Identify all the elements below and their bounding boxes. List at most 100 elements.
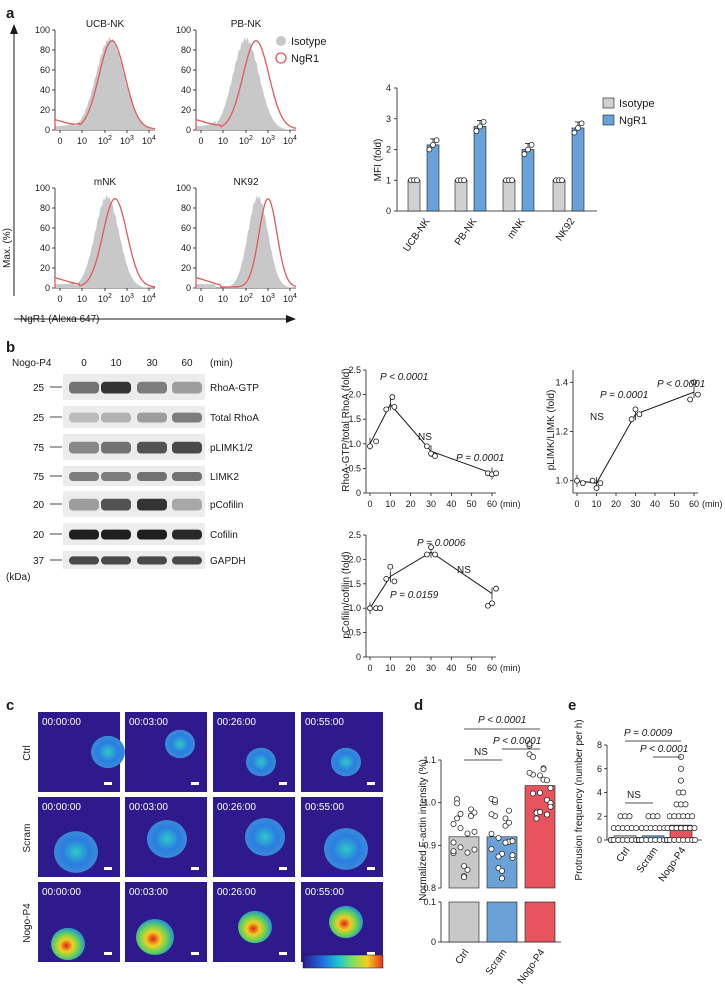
line-x-tick-label: 30 xyxy=(426,499,436,509)
d-data-point xyxy=(450,839,457,846)
data-point xyxy=(432,453,438,460)
data-point xyxy=(430,142,436,148)
isotype-histogram xyxy=(55,194,155,288)
d-data-point xyxy=(492,796,498,803)
d-y-tick-label: 0 xyxy=(431,937,436,947)
e-y-label: Protrusion frequency (number per h) xyxy=(574,719,585,880)
line-y-tick-label: 1.0 xyxy=(348,439,361,449)
cofilin-line-chart: 0 0.5 1.0 1.5 2.0 2.5 0 10 20 30 40 50 60 (min) xyxy=(348,530,520,673)
blot-band xyxy=(101,556,131,565)
data-point xyxy=(389,394,396,400)
d-data-point xyxy=(464,866,471,873)
d-data-point xyxy=(488,846,495,853)
e-data-point xyxy=(678,777,684,784)
line-y-tick-label: 1.2 xyxy=(555,427,568,437)
data-point xyxy=(477,123,483,130)
hist-y-tick-label: 100 xyxy=(176,25,191,35)
line-y-tick-label: 1.5 xyxy=(348,414,361,424)
blot-band xyxy=(137,472,167,481)
mfi-x-tick-label: UCB-NK xyxy=(401,216,432,254)
data-point xyxy=(632,406,639,413)
d-data-point xyxy=(506,819,512,826)
scale-bar xyxy=(191,952,199,955)
hist-x-tick-label: 0 xyxy=(198,136,203,146)
data-point xyxy=(377,605,384,612)
line-x-unit: (min) xyxy=(500,499,521,509)
panel-e-label: e xyxy=(568,697,576,714)
blot-name: Total RhoA xyxy=(210,413,259,424)
d-data-point xyxy=(461,874,467,881)
blot-band xyxy=(69,556,99,565)
isotype-histogram xyxy=(196,195,296,288)
hist-x-tick-label: 102 xyxy=(98,293,112,304)
mfi-x-tick-label: NK92 xyxy=(554,216,578,243)
blot-name: pLIMK1/2 xyxy=(210,443,253,454)
d-p-top: P < 0.0001 xyxy=(478,715,526,726)
blot-name: RhoA-GTP xyxy=(210,383,259,394)
data-point xyxy=(367,605,373,612)
d-data-point xyxy=(464,830,471,837)
blot-background xyxy=(63,466,205,486)
line-y-tick-label: 1.0 xyxy=(555,476,568,486)
line-y-tick-label: 2.0 xyxy=(348,554,361,564)
d-data-point xyxy=(450,848,457,855)
data-point xyxy=(426,146,433,153)
d-data-point xyxy=(457,810,464,817)
blot-name: pCofilin xyxy=(210,500,243,511)
hist-x-tick-label: 10 xyxy=(77,294,87,304)
micro-timestamp: 00:00:00 xyxy=(42,802,81,813)
hist-x-tick-label: 104 xyxy=(283,293,297,304)
rhoa-y-label: RhoA-GTP/total RhoA (fold) xyxy=(341,368,352,491)
data-point xyxy=(461,177,467,184)
data-point xyxy=(489,600,495,607)
mfi-y-tick-label: 0 xyxy=(386,206,391,216)
hist-x-tick-label: 104 xyxy=(283,135,297,146)
blot-band xyxy=(137,556,167,565)
micro-timestamp: 00:03:00 xyxy=(129,887,168,898)
series-line xyxy=(576,391,695,484)
d-y-label: Normalized F-actin intensity (%) xyxy=(418,759,429,901)
hist-x-tick-label: 10 xyxy=(77,136,87,146)
hist-y-tick-label: 60 xyxy=(181,223,191,233)
hist-y-tick-label: 20 xyxy=(40,105,50,115)
blot-mw: 25 xyxy=(33,413,45,424)
d-data-point xyxy=(506,807,512,814)
hist-x-tick-label: 0 xyxy=(57,136,62,146)
data-point xyxy=(695,391,701,398)
data-point xyxy=(493,470,499,477)
x-arrow-head xyxy=(286,315,296,323)
cell xyxy=(91,735,125,769)
blot-band xyxy=(172,529,202,540)
mfi-legend-ngr1-swatch xyxy=(602,114,615,126)
d-data-point xyxy=(544,811,550,818)
line-x-unit: (min) xyxy=(702,499,723,509)
d-x-tick-label: Scram xyxy=(484,947,510,977)
blot-band xyxy=(101,381,131,394)
micro-row-label: Scram xyxy=(22,824,33,853)
microscopy-grid: Ctrl 00:00:00 00:03:00 00:26:00 00:55:00 Scra… xyxy=(22,712,383,962)
d-data-point xyxy=(509,852,516,859)
mfi-legend-isotype-swatch xyxy=(602,97,615,109)
cell xyxy=(331,747,361,777)
line-x-tick-label: 20 xyxy=(406,499,416,509)
data-point xyxy=(493,585,499,592)
d-data-point xyxy=(495,834,502,841)
blot-mw: 20 xyxy=(33,500,45,511)
d-data-point xyxy=(537,789,543,796)
hist-y-tick-label: 0 xyxy=(45,125,50,135)
bar-isotype xyxy=(502,179,516,212)
data-point xyxy=(383,406,390,413)
d-data-point xyxy=(471,846,478,853)
d-data-point xyxy=(468,813,474,819)
data-point xyxy=(373,438,380,445)
e-x-tick-label: Ctrl xyxy=(615,845,633,864)
ngr1-histogram xyxy=(195,40,297,130)
scale-bar xyxy=(191,782,199,785)
blot-band xyxy=(172,472,202,481)
d-data-point xyxy=(509,838,516,845)
data-point xyxy=(424,551,430,558)
d-data-point xyxy=(488,811,495,818)
data-point xyxy=(391,403,398,410)
bar-ngr1 xyxy=(571,127,585,212)
